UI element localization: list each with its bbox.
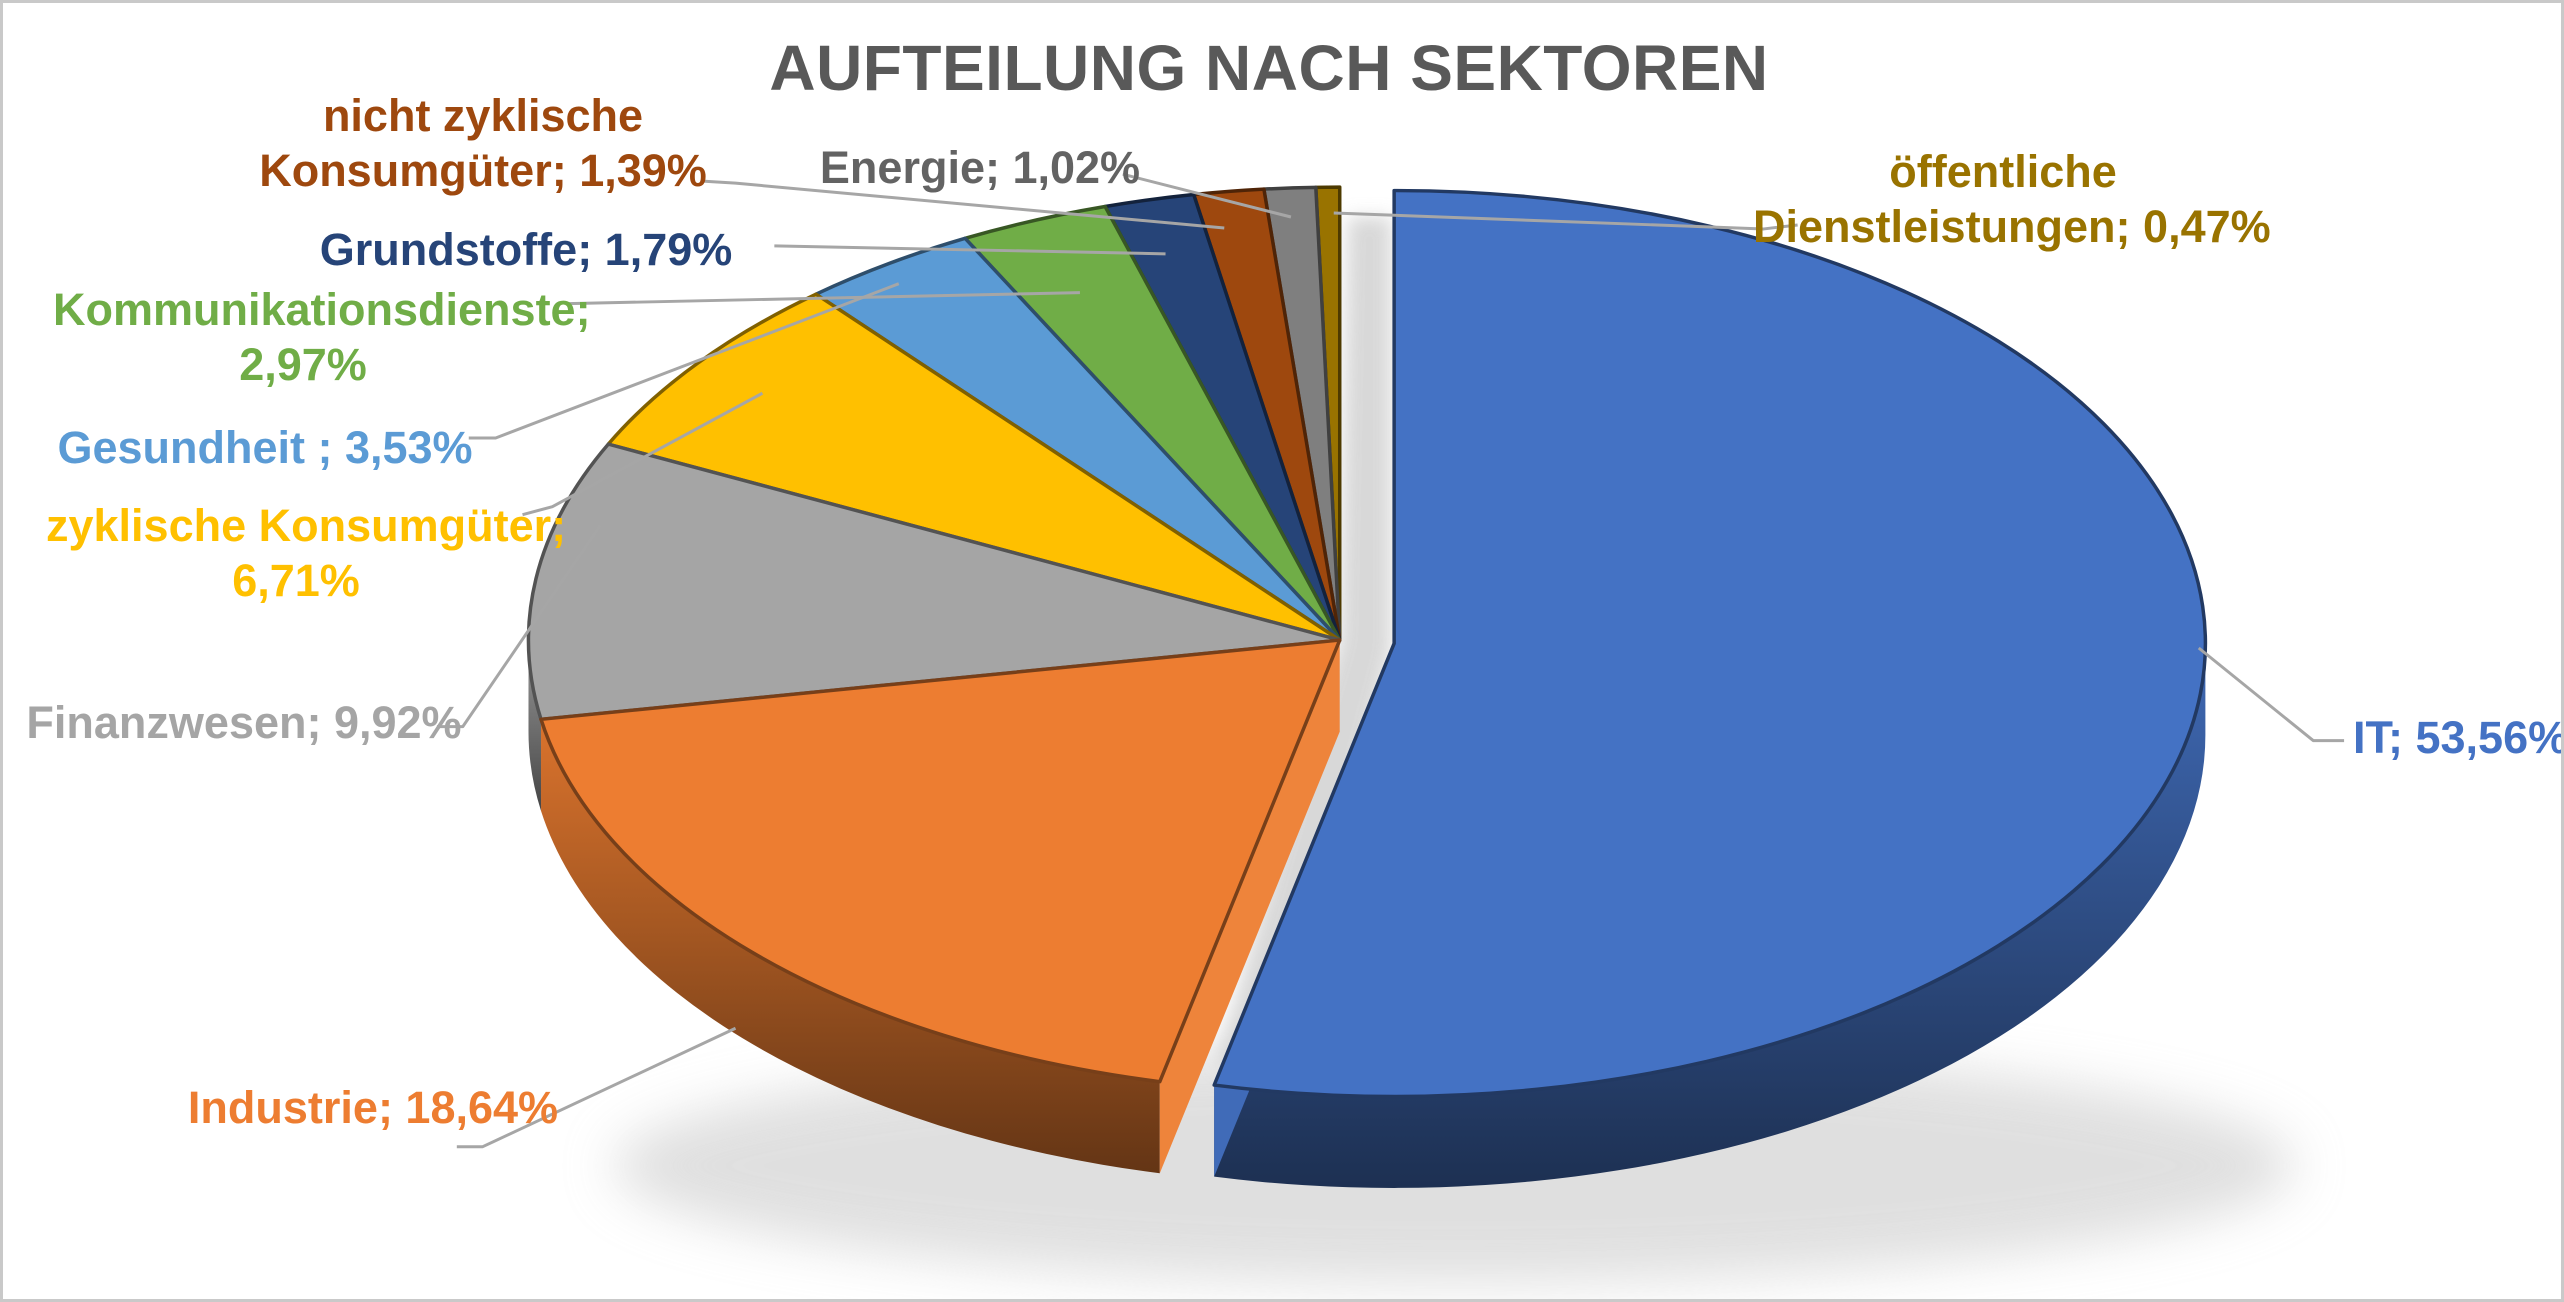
slice-label-ffentliche-dienstleistungen[interactable]: öffentliche Dienstleistungen; 0,47%: [1753, 145, 2271, 255]
slice-label-zyklische-konsumg-ter[interactable]: zyklische Konsumgüter; 6,71%: [46, 499, 567, 609]
slice-label-line: Gesundheit ; 3,53%: [57, 422, 473, 473]
pie-top-faces: [526, 185, 2208, 1099]
slice-label-nicht-zyklische-konsumg-ter[interactable]: nicht zyklische Konsumgüter; 1,39%: [233, 89, 733, 199]
slice-label-it[interactable]: IT; 53,56%: [2353, 711, 2564, 766]
slice-label-industrie[interactable]: Industrie; 18,64%: [123, 1081, 623, 1136]
leader-line-kommunikationsdienste: [568, 291, 1080, 306]
slice-label-line: Industrie; 18,64%: [187, 1082, 559, 1133]
slice-label-gesundheit[interactable]: Gesundheit ; 3,53%: [15, 421, 515, 476]
slice-label-energie[interactable]: Energie; 1,02%: [730, 141, 1230, 196]
slice-label-line: Energie; 1,02%: [819, 142, 1141, 193]
slice-label-line: 6,71%: [232, 554, 360, 606]
slice-label-line: Finanzwesen; 9,92%: [26, 697, 462, 748]
pie-slice-zyklische-konsumg-ter[interactable]: [606, 292, 1342, 642]
slice-label-line: Dienstleistungen; 0,47%: [1753, 200, 2271, 252]
slice-label-line: IT; 53,56%: [2353, 712, 2564, 763]
pie-3d-chart: [436, 172, 2345, 1284]
slice-label-line: zyklische Konsumgüter;: [46, 500, 567, 551]
leader-line-grundstoffe: [774, 244, 1166, 256]
pie-slice-finanzwesen[interactable]: [526, 442, 1342, 722]
leader-line-it: [2197, 646, 2345, 743]
leader-line-energie: [1122, 172, 1292, 219]
slice-label-line: Konsumgüter; 1,39%: [259, 144, 707, 196]
leader-line-nicht-zyklische-konsumg-ter: [702, 179, 1225, 230]
slice-label-line: nicht zyklische: [322, 90, 644, 141]
leader-lines: [436, 172, 2345, 1149]
slice-label-line: 2,97%: [239, 338, 367, 390]
pie-slice-cutface-industrie: [1159, 640, 1340, 1174]
slice-label-line: Kommunikationsdienste;: [53, 284, 591, 335]
slice-label-line: Grundstoffe; 1,79%: [319, 224, 733, 275]
leader-line-ffentliche-dienstleistungen: [1333, 211, 1798, 231]
slice-label-kommunikationsdienste[interactable]: Kommunikationsdienste; 2,97%: [53, 283, 591, 393]
chart-title[interactable]: AUFTEILUNG NACH SEKTOREN: [769, 32, 1769, 104]
leader-line-finanzwesen: [436, 524, 602, 729]
gap-shadow: [1215, 217, 1392, 1074]
pie-slice-industrie[interactable]: [539, 638, 1342, 1084]
leader-line-industrie: [456, 1026, 737, 1149]
pie-slice-wall-it: [1214, 643, 2206, 1188]
slice-label-line: öffentliche: [1889, 146, 2117, 197]
slice-label-grundstoffe[interactable]: Grundstoffe; 1,79%: [276, 223, 776, 278]
leader-line-zyklische-konsumg-ter: [522, 391, 764, 517]
leader-line-gesundheit: [468, 282, 900, 440]
slice-label-finanzwesen[interactable]: Finanzwesen; 9,92%: [3, 696, 485, 751]
pie-slice-it[interactable]: [1212, 188, 2208, 1099]
pie-slice-wall-industrie: [541, 719, 1160, 1174]
